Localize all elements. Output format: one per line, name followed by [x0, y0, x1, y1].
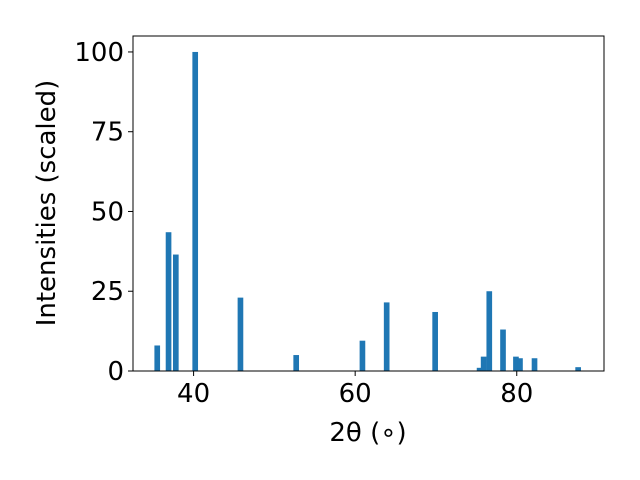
- bars-group: [154, 51, 581, 371]
- y-tick-label: 25: [91, 277, 124, 307]
- bar: [480, 356, 487, 371]
- bar: [432, 311, 438, 371]
- bar: [486, 291, 493, 371]
- bar: [575, 367, 581, 371]
- y-tick-label: 50: [91, 197, 124, 227]
- bar: [192, 51, 199, 371]
- y-axis-label: Intensities (scaled): [32, 80, 62, 327]
- x-axis-label: 2θ (∘): [329, 418, 406, 448]
- x-tick-label: 60: [339, 379, 372, 409]
- x-tick-label: 40: [177, 379, 210, 409]
- bar: [500, 329, 506, 371]
- bar: [476, 367, 483, 371]
- bar: [513, 356, 519, 371]
- x-tick-label: 80: [500, 379, 533, 409]
- x-axis-ticks: 40 60 80: [177, 371, 533, 409]
- y-tick-label: 0: [107, 357, 124, 387]
- bar: [165, 232, 172, 371]
- y-tick-label: 100: [74, 38, 124, 68]
- bar: [237, 297, 244, 371]
- y-tick-label: 75: [91, 118, 124, 148]
- plot-frame: [132, 35, 605, 372]
- bar: [383, 302, 390, 371]
- bar: [517, 358, 523, 371]
- y-axis-ticks: 0 25 50 75 100: [74, 38, 133, 387]
- bar: [531, 358, 538, 371]
- bar: [154, 345, 161, 371]
- bar: [293, 355, 300, 371]
- bar: [359, 340, 366, 371]
- bar: [172, 254, 179, 371]
